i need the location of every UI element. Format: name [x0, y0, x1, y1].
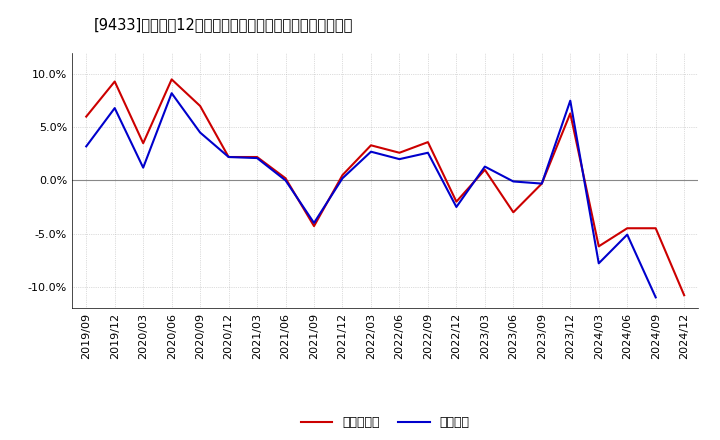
当期純利益 [366, 143, 375, 148]
経常利益 [253, 155, 261, 161]
経常利益 [167, 91, 176, 96]
経常利益 [509, 179, 518, 184]
当期純利益 [623, 226, 631, 231]
当期純利益 [253, 154, 261, 160]
経常利益 [595, 260, 603, 266]
経常利益 [395, 157, 404, 162]
経常利益 [652, 295, 660, 300]
当期純利益 [282, 176, 290, 181]
経常利益 [452, 204, 461, 209]
当期純利益 [509, 210, 518, 215]
当期純利益 [139, 140, 148, 146]
経常利益 [566, 98, 575, 103]
経常利益 [139, 165, 148, 170]
経常利益 [480, 164, 489, 169]
当期純利益 [537, 181, 546, 186]
当期純利益 [310, 224, 318, 229]
経常利益 [110, 106, 119, 111]
経常利益 [196, 130, 204, 135]
当期純利益 [395, 150, 404, 155]
当期純利益 [680, 293, 688, 298]
当期純利益 [566, 111, 575, 116]
経常利益 [82, 144, 91, 149]
Legend: 当期純利益, 経常利益: 当期純利益, 経常利益 [296, 411, 474, 434]
当期純利益 [480, 167, 489, 172]
当期純利益 [225, 154, 233, 160]
当期純利益 [595, 244, 603, 249]
当期純利益 [196, 103, 204, 109]
経常利益 [225, 154, 233, 160]
経常利益 [310, 220, 318, 226]
Text: [9433]　利益の12か月移動合計の対前年同期増減率の推移: [9433] 利益の12か月移動合計の対前年同期増減率の推移 [94, 18, 353, 33]
経常利益 [623, 232, 631, 237]
当期純利益 [423, 139, 432, 145]
当期純利益 [110, 79, 119, 84]
経常利益 [423, 150, 432, 155]
当期純利益 [652, 226, 660, 231]
当期純利益 [452, 199, 461, 204]
経常利益 [338, 176, 347, 181]
Line: 当期純利益: 当期純利益 [86, 79, 684, 295]
経常利益 [537, 181, 546, 186]
経常利益 [366, 149, 375, 154]
当期純利益 [167, 77, 176, 82]
経常利益 [282, 178, 290, 183]
当期純利益 [82, 114, 91, 119]
当期純利益 [338, 172, 347, 178]
Line: 経常利益: 経常利益 [86, 93, 656, 297]
